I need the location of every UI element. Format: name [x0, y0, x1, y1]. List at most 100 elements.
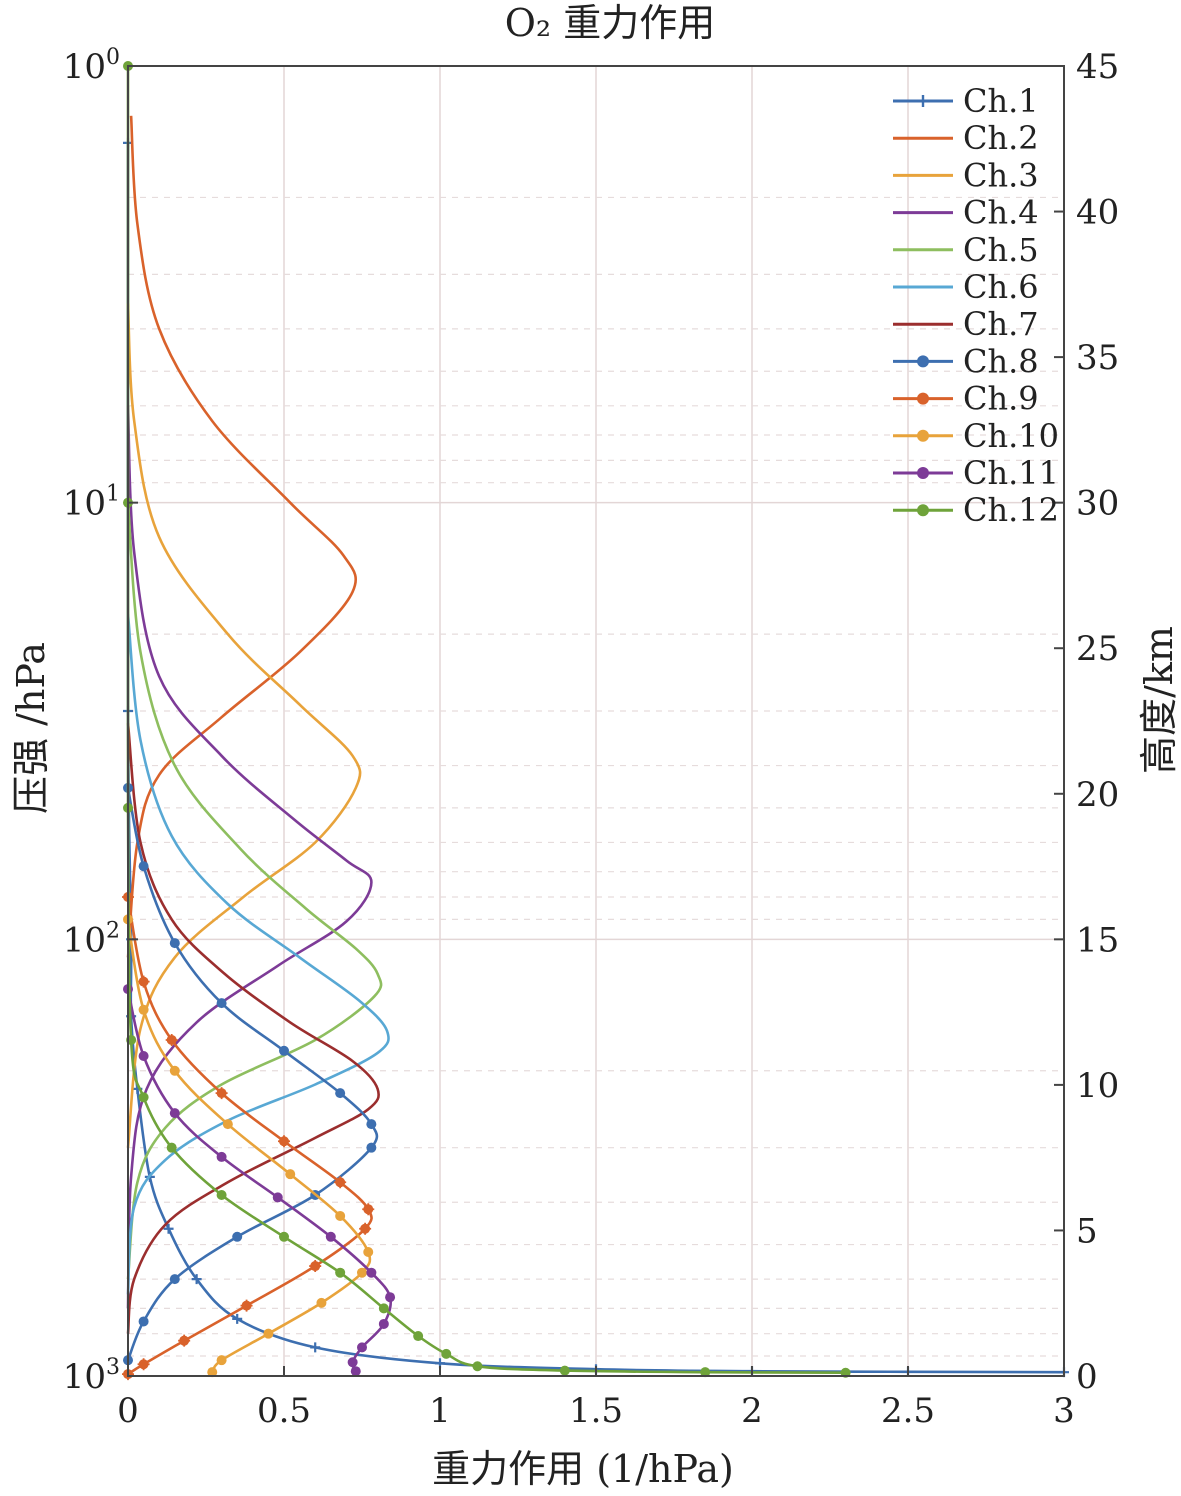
series-line	[126, 613, 390, 1295]
y-tick-label: 102	[63, 918, 120, 960]
data-point	[169, 938, 180, 949]
x-tick-label: 1	[429, 1391, 451, 1431]
data-point	[169, 1065, 180, 1076]
x-tick-label: 3	[1053, 1391, 1075, 1431]
data-point	[325, 1231, 336, 1242]
x-tick-label: 0.5	[257, 1391, 311, 1431]
data-point	[191, 1274, 202, 1285]
data-point	[216, 1189, 227, 1200]
legend-item-Ch.1: Ch.1	[893, 82, 1039, 120]
legend-item-Ch.2: Ch.2	[893, 119, 1039, 157]
data-point	[366, 1119, 377, 1130]
x-tick-label: 0	[117, 1391, 139, 1431]
data-point	[335, 1088, 346, 1099]
chart-title: O₂ 重力作用	[505, 1, 715, 45]
data-point	[138, 1050, 149, 1061]
data-point	[279, 1045, 289, 1056]
x-axis-title: 重力作用 (1/hPa)	[432, 1447, 734, 1491]
legend-item-Ch.12: Ch.12	[893, 491, 1059, 529]
data-point	[357, 1267, 367, 1278]
y2-tick-label: 30	[1076, 484, 1119, 524]
data-point-star	[309, 1260, 322, 1273]
y2-tick-label: 5	[1076, 1211, 1098, 1251]
data-point	[316, 1297, 327, 1308]
y-tick-label: 103	[63, 1355, 120, 1397]
data-point	[138, 1004, 149, 1015]
data-point-star	[137, 1358, 150, 1371]
data-point	[232, 1313, 243, 1324]
data-point	[272, 1192, 283, 1203]
legend-item-Ch.3: Ch.3	[893, 156, 1039, 194]
legend-label: Ch.4	[963, 194, 1039, 232]
data-point	[285, 1169, 296, 1180]
legend-label: Ch.1	[963, 82, 1039, 120]
series-line	[126, 502, 383, 1280]
series-Ch.3	[126, 303, 362, 1148]
y2-tick-label: 20	[1076, 775, 1119, 815]
data-point	[310, 1342, 321, 1353]
y2-tick-label: 10	[1076, 1066, 1119, 1106]
legend-label: Ch.11	[963, 454, 1059, 492]
legend-marker	[917, 355, 929, 368]
data-point	[216, 1151, 227, 1162]
data-point	[279, 1231, 289, 1242]
data-point	[366, 1267, 377, 1278]
series-line	[126, 723, 380, 1334]
legend-item-Ch.6: Ch.6	[893, 268, 1039, 306]
series-Ch.10	[123, 914, 374, 1378]
series-line	[126, 303, 362, 1148]
y-tick-label: 101	[63, 482, 120, 524]
data-point	[232, 1231, 243, 1242]
x-tick-label: 2.5	[881, 1391, 935, 1431]
data-point	[166, 1142, 177, 1153]
y2-tick-label: 35	[1076, 338, 1119, 378]
data-point	[413, 1331, 424, 1342]
data-point-star	[137, 975, 150, 988]
data-point	[378, 1303, 389, 1314]
legend-item-Ch.4: Ch.4	[893, 194, 1039, 232]
x-tick-label: 1.5	[569, 1391, 623, 1431]
legend-marker	[917, 95, 929, 107]
data-point	[216, 1355, 227, 1366]
legend-item-Ch.5: Ch.5	[893, 231, 1039, 269]
legend-label: Ch.6	[963, 268, 1039, 306]
y2-axis-title: 高度/km	[1137, 626, 1181, 774]
legend-item-Ch.9: Ch.9	[893, 380, 1039, 418]
data-point	[263, 1328, 274, 1339]
data-point	[347, 1357, 358, 1368]
legend-marker	[917, 392, 929, 405]
legend-label: Ch.3	[963, 156, 1039, 194]
data-point	[169, 1274, 180, 1285]
data-point	[700, 1367, 711, 1378]
legend-marker	[917, 429, 929, 442]
y2-tick-label: 40	[1076, 193, 1119, 233]
data-point	[335, 1267, 346, 1278]
data-point-star	[240, 1299, 253, 1312]
legend-label: Ch.7	[963, 305, 1039, 343]
series-Ch.5	[126, 502, 383, 1280]
series-Ch.7	[126, 723, 380, 1334]
data-point-star	[215, 1087, 228, 1100]
data-point	[335, 1210, 346, 1221]
legend-item-Ch.11: Ch.11	[893, 454, 1059, 492]
data-point	[350, 1366, 361, 1377]
data-point	[385, 1292, 396, 1303]
x-tick-label: 2	[741, 1391, 763, 1431]
legend-label: Ch.10	[963, 417, 1059, 455]
data-point-star	[362, 1203, 375, 1216]
data-point	[222, 1119, 233, 1130]
data-point	[216, 998, 227, 1009]
data-point	[207, 1367, 218, 1378]
data-point	[366, 1142, 377, 1153]
legend-label: Ch.12	[963, 491, 1059, 529]
legend-item-Ch.7: Ch.7	[893, 305, 1039, 343]
series-Ch.11	[123, 984, 396, 1377]
data-point	[363, 1246, 374, 1257]
data-point	[138, 1092, 149, 1103]
y2-tick-label: 15	[1076, 920, 1119, 960]
y2-tick-label: 0	[1076, 1357, 1098, 1397]
data-point	[441, 1348, 452, 1359]
data-point-star	[178, 1334, 191, 1347]
data-point	[163, 1223, 174, 1234]
